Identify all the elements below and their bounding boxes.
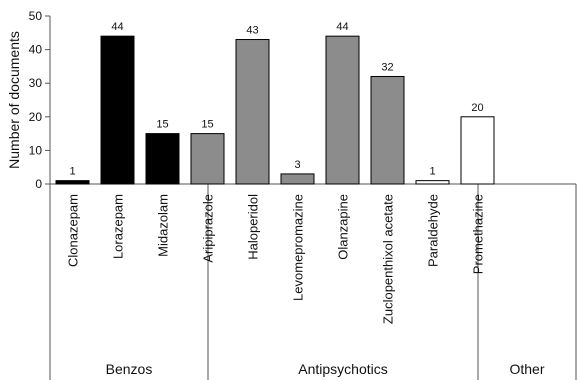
- y-tick-label: 30: [29, 76, 43, 90]
- data-label: 32: [381, 61, 393, 73]
- data-label: 44: [111, 21, 123, 33]
- data-label: 43: [246, 25, 258, 37]
- y-tick-label: 0: [35, 177, 42, 191]
- category-label: Olanzapine: [336, 194, 351, 260]
- y-axis-title: Number of documents: [6, 31, 22, 169]
- group-label: Antipsychotics: [298, 361, 387, 377]
- axes: 0 10 20 30 40 50 Number of documents: [6, 9, 577, 380]
- category-label: Promethazine: [471, 194, 486, 274]
- category-label: Levomepromazine: [291, 194, 306, 301]
- y-tick-label: 10: [29, 143, 43, 157]
- y-tick-label: 40: [29, 43, 43, 57]
- category-label: Haloperidol: [246, 194, 261, 260]
- bar-clonazepam: [55, 180, 90, 185]
- bar-paraldehyde: [415, 180, 450, 185]
- bar-zuclopenthixol-acetate: [370, 75, 405, 185]
- bar-olanzapine: [325, 35, 360, 185]
- category-label: Aripiprazole: [201, 194, 216, 263]
- bar-midazolam: [145, 133, 180, 185]
- bars: [55, 35, 495, 185]
- group-label: Other: [509, 361, 544, 377]
- data-label: 1: [69, 166, 75, 178]
- group-label: Benzos: [106, 361, 153, 377]
- bar-promethazine: [460, 116, 495, 185]
- bar-levomepromazine: [280, 173, 315, 185]
- data-label: 15: [201, 119, 213, 131]
- data-label: 44: [336, 21, 348, 33]
- category-label: Lorazepam: [111, 194, 126, 259]
- bar-haloperidol: [235, 39, 270, 185]
- labels: 1 Clonazepam 44 Lorazepam 15 Midazolam 15 Aripi…: [66, 21, 545, 377]
- bar-aripiprazole: [190, 133, 225, 185]
- category-label: Midazolam: [156, 194, 171, 257]
- data-label: 20: [471, 102, 483, 114]
- data-label: 1: [429, 166, 435, 178]
- bar-lorazepam: [100, 35, 135, 185]
- y-tick-label: 50: [29, 9, 43, 23]
- category-label: Zuclopenthixol acetate: [381, 194, 396, 324]
- y-tick-label: 20: [29, 110, 43, 124]
- data-label: 3: [294, 159, 300, 171]
- data-label: 15: [156, 119, 168, 131]
- category-label: Clonazepam: [66, 194, 81, 267]
- category-label: Paraldehyde: [426, 194, 441, 267]
